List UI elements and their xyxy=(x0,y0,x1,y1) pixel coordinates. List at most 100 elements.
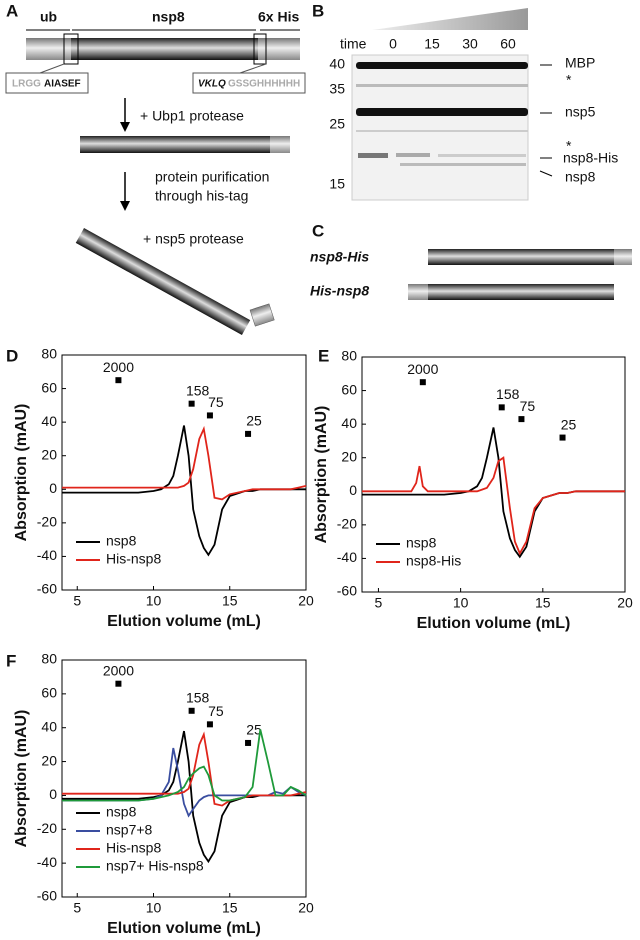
his-segment xyxy=(408,284,428,300)
x-axis-label: Elution volume (mL) xyxy=(107,920,261,937)
band xyxy=(356,108,528,116)
sequence-box xyxy=(5,72,89,94)
standard-label: 75 xyxy=(520,398,536,414)
sequence: LRGG xyxy=(12,79,41,90)
x-tick-label: 20 xyxy=(617,595,633,611)
mw: 25 xyxy=(329,116,345,132)
construct: His-nsp8 xyxy=(310,283,369,299)
y-tick-label: -40 xyxy=(337,549,357,565)
y-tick-label: 60 xyxy=(41,685,57,701)
band-label: nsp5 xyxy=(565,104,596,120)
panel-b: time 0 15 30 60 40 35 25 15 MBP * nsp5 *… xyxy=(329,8,618,201)
y-tick-label: -60 xyxy=(37,581,57,597)
cleavage-box xyxy=(63,33,79,65)
band xyxy=(396,153,430,157)
standard-label: 2000 xyxy=(103,662,134,678)
tick xyxy=(539,170,553,177)
y-tick-label: 20 xyxy=(41,446,57,462)
sequence: AIASEF xyxy=(44,79,81,90)
panel-letter: F xyxy=(6,651,16,670)
nsp8-segment xyxy=(428,249,614,265)
band-label: nsp8-His xyxy=(563,150,618,166)
arrow-head xyxy=(120,201,130,211)
chart: -60 -40 -20 0 20 40 60 80 5 10 15 20 Elution volume … xyxy=(313,348,633,633)
chart: -60 -40 -20 0 20 40 60 80 5 10 15 20 Elution volume … xyxy=(13,346,314,631)
sequence: GSSGHHHHHH xyxy=(228,79,300,90)
standard-marker xyxy=(245,430,252,437)
x-tick-label: 15 xyxy=(535,595,551,611)
y-tick-label: 20 xyxy=(341,448,357,464)
nsp8-segment xyxy=(428,284,614,300)
legend-label: nsp8-His xyxy=(406,553,461,569)
panel-letter: E xyxy=(318,346,329,365)
ub-segment xyxy=(26,38,71,60)
x-tick-label: 5 xyxy=(375,595,383,611)
y-axis-label: Absorption (mAU) xyxy=(13,404,30,542)
y-tick-label: -60 xyxy=(37,888,57,904)
cleavage-box xyxy=(253,33,267,65)
legend-label: nsp7+ His-nsp8 xyxy=(106,858,204,874)
step: protein purification xyxy=(155,169,269,185)
plot-frame xyxy=(61,354,307,591)
y-tick-label: 0 xyxy=(349,482,357,498)
legend-label: His-nsp8 xyxy=(106,551,161,567)
standard-label: 2000 xyxy=(407,361,438,377)
y-tick-label: 40 xyxy=(41,413,57,429)
y-tick-label: 60 xyxy=(341,381,357,397)
standard-marker xyxy=(498,404,505,411)
y-axis-label: Absorption (mAU) xyxy=(313,406,330,544)
step: through his-tag xyxy=(155,188,248,204)
x-tick-label: 15 xyxy=(222,593,238,609)
chart: -60 -40 -20 0 20 40 60 80 5 10 15 20 Elution volume … xyxy=(13,651,314,938)
y-axis-label: Absorption (mAU) xyxy=(13,710,30,848)
y-tick-label: -20 xyxy=(37,514,57,530)
x-tick-label: 5 xyxy=(73,900,81,916)
x-tick-label: 5 xyxy=(73,593,81,609)
time: 30 xyxy=(462,36,478,52)
standard-label: 25 xyxy=(246,722,262,738)
band-label: nsp8 xyxy=(565,169,596,185)
his-segment xyxy=(614,249,632,265)
label: ub xyxy=(40,9,57,25)
standard-label: 25 xyxy=(246,413,262,429)
sequence-box xyxy=(192,72,306,94)
standard-label: 75 xyxy=(208,394,224,410)
band-label: * xyxy=(566,138,572,154)
standard-marker xyxy=(115,680,122,687)
sequence: VKLQ xyxy=(198,79,226,90)
panel-letter: D xyxy=(6,346,18,365)
y-tick-label: 0 xyxy=(49,480,57,496)
y-tick-label: 40 xyxy=(41,718,57,734)
standard-marker xyxy=(188,707,195,714)
construct: nsp8-His xyxy=(310,249,369,265)
mw: 35 xyxy=(329,81,345,97)
band xyxy=(400,163,526,166)
plot-frame xyxy=(61,659,307,898)
series-line xyxy=(62,731,307,807)
band-label: MBP xyxy=(565,55,595,71)
time-ramp xyxy=(372,8,528,30)
band xyxy=(356,62,528,69)
y-tick-label: 60 xyxy=(41,379,57,395)
legend-label: His-nsp8 xyxy=(106,840,161,856)
standard-marker xyxy=(245,739,252,746)
legend-label: nsp8 xyxy=(106,804,137,820)
label: time xyxy=(340,36,367,52)
standard-label: 25 xyxy=(561,416,577,432)
time: 15 xyxy=(424,36,440,52)
band xyxy=(356,130,528,132)
connector xyxy=(239,63,267,74)
time: 60 xyxy=(500,36,516,52)
standard-label: 158 xyxy=(186,382,210,398)
x-tick-label: 10 xyxy=(146,593,162,609)
standard-label: 158 xyxy=(186,689,210,705)
y-tick-label: -60 xyxy=(337,583,357,599)
gel xyxy=(351,54,529,201)
legend-label: nsp7+8 xyxy=(106,822,153,838)
step: + Ubp1 protease xyxy=(140,108,244,124)
standard-label: 2000 xyxy=(103,359,134,375)
standard-marker xyxy=(518,416,525,423)
standard-marker xyxy=(115,377,122,384)
panel-c: nsp8-His His-nsp8 xyxy=(310,249,632,300)
x-tick-label: 10 xyxy=(453,595,469,611)
